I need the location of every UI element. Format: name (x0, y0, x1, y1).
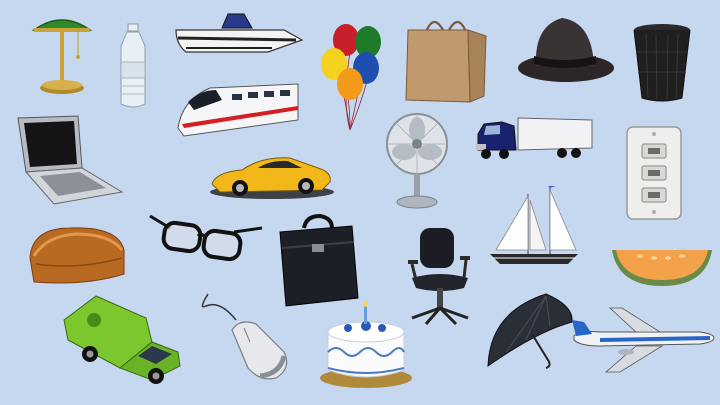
office-chair-icon (406, 226, 474, 328)
briefcase-icon (276, 213, 360, 308)
bullet-train-icon (176, 80, 300, 138)
sailboat-icon (488, 184, 580, 268)
eyeglasses-icon (149, 210, 264, 268)
desk-lamp-icon (28, 8, 96, 96)
trash-can-icon (632, 22, 692, 104)
speedboat-icon (172, 8, 304, 58)
airplane-icon (570, 306, 716, 374)
semi-truck-icon (474, 116, 594, 162)
balloons-icon (316, 22, 382, 134)
birthday-cake-icon (318, 298, 414, 390)
light-switch-icon (626, 126, 682, 220)
paper-bag-icon (404, 12, 488, 104)
computer-mouse-icon (200, 290, 292, 382)
umbrella-icon (486, 292, 576, 374)
desk-fan-icon (384, 110, 450, 210)
laptop-icon (14, 114, 124, 206)
water-bottle-icon (115, 23, 151, 110)
bread-loaf-icon (26, 224, 128, 286)
delivery-van-icon (60, 290, 184, 386)
fedora-hat-icon (514, 12, 616, 86)
sports-car-icon (206, 150, 336, 200)
cantaloupe-slice-icon (610, 246, 714, 288)
